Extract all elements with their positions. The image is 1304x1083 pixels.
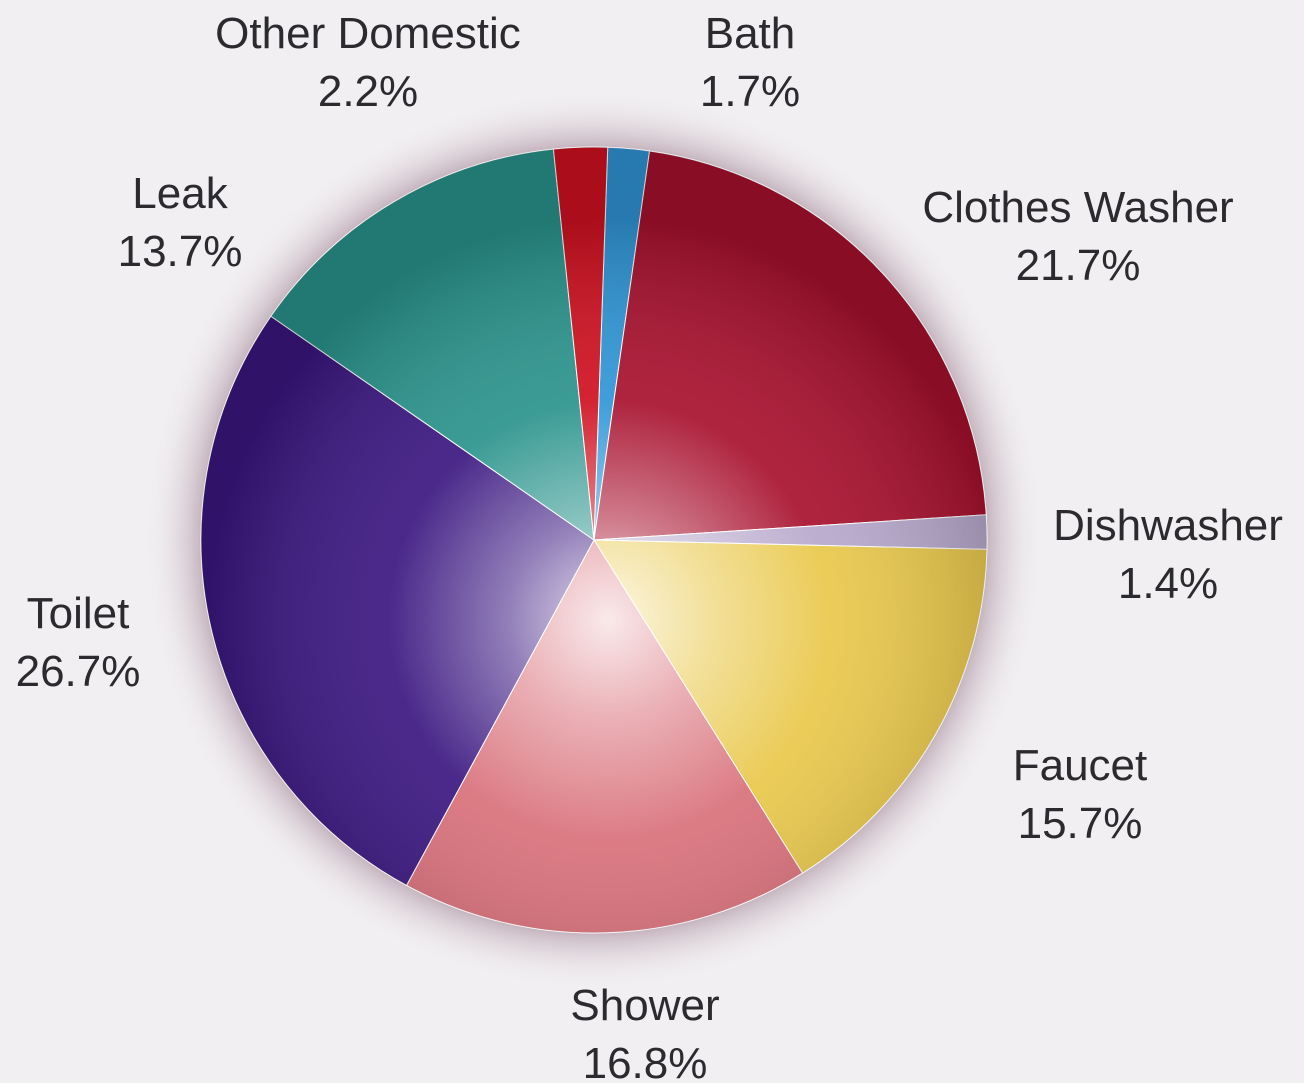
- slice-label-dishwasher: Dishwasher 1.4%: [1053, 501, 1283, 608]
- slice-name: Toilet: [27, 589, 130, 638]
- slice-percent: 15.7%: [1018, 799, 1143, 848]
- slice-name: Bath: [705, 9, 796, 58]
- slice-percent: 16.8%: [583, 1039, 708, 1083]
- slice-label-other-domestic: Other Domestic 2.2%: [215, 9, 521, 116]
- slice-percent: 13.7%: [118, 227, 243, 276]
- slice-labels: Bath 1.7% Clothes Washer 21.7% Dishwasher 1.4…: [16, 9, 1283, 1083]
- slice-name: Dishwasher: [1053, 501, 1283, 550]
- slice-label-faucet: Faucet 15.7%: [1013, 741, 1148, 848]
- slice-percent: 1.4%: [1118, 559, 1218, 608]
- slice-label-leak: Leak 13.7%: [118, 169, 243, 276]
- slice-label-bath: Bath 1.7%: [700, 9, 800, 116]
- slice-percent: 26.7%: [16, 647, 141, 696]
- slice-name: Shower: [570, 981, 719, 1030]
- slice-percent: 2.2%: [318, 67, 418, 116]
- slice-name: Leak: [132, 169, 228, 218]
- slice-name: Faucet: [1013, 741, 1148, 790]
- pie-slices: [200, 146, 988, 934]
- slice-label-toilet: Toilet 26.7%: [16, 589, 141, 696]
- slice-label-clothes-washer: Clothes Washer 21.7%: [922, 183, 1233, 290]
- slice-name: Other Domestic: [215, 9, 521, 58]
- slice-name: Clothes Washer: [922, 183, 1233, 232]
- slice-percent: 1.7%: [700, 67, 800, 116]
- slice-label-shower: Shower 16.8%: [570, 981, 719, 1083]
- slice-percent: 21.7%: [1016, 241, 1141, 290]
